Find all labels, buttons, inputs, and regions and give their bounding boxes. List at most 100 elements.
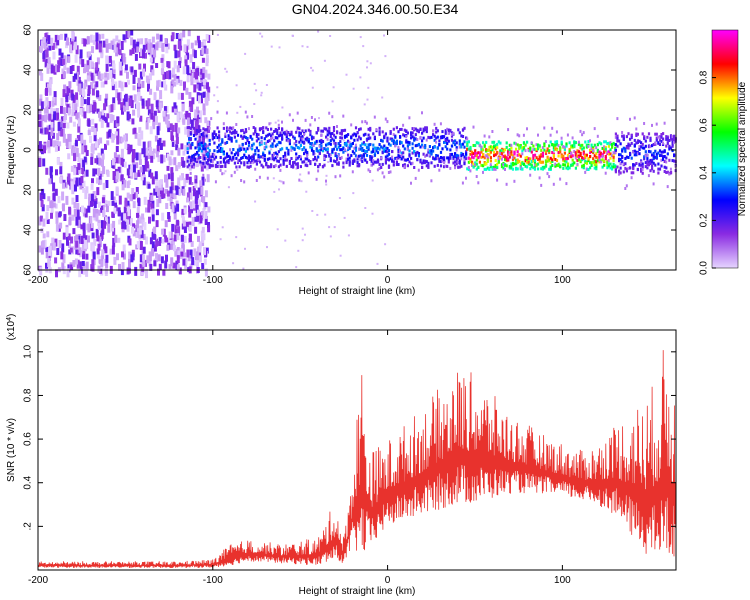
spectrogram-cell bbox=[178, 57, 182, 64]
spectrogram-cell bbox=[592, 157, 595, 161]
spectrogram-cell bbox=[362, 157, 365, 161]
spectrogram-cell bbox=[510, 152, 513, 156]
spectrogram-cell bbox=[61, 243, 65, 253]
spectrogram-cell bbox=[211, 164, 214, 168]
spectrogram-cell bbox=[655, 152, 658, 156]
spectrogram-cell bbox=[59, 176, 63, 183]
spectrogram-cell bbox=[120, 174, 124, 181]
spectrogram-cell bbox=[489, 156, 492, 160]
spectrogram-cell bbox=[658, 149, 662, 153]
spectrogram-cell bbox=[218, 149, 221, 153]
spectrogram-cell bbox=[389, 130, 392, 134]
spectrogram-cell bbox=[328, 226, 331, 229]
spectrogram-cell bbox=[444, 164, 447, 168]
spectrogram-cell bbox=[252, 126, 255, 129]
spectrogram-cell bbox=[225, 155, 229, 159]
spectrogram-cell bbox=[521, 167, 524, 171]
spectrogram-cell bbox=[469, 160, 472, 163]
spectrogram-cell bbox=[494, 159, 497, 162]
spectrogram-cell bbox=[230, 158, 233, 162]
spectrogram-cell bbox=[86, 36, 90, 45]
spectrogram-cell bbox=[191, 162, 195, 168]
spectrogram-cell bbox=[90, 72, 94, 81]
spectrogram-cell bbox=[224, 141, 227, 145]
snr-scale-close: ) bbox=[6, 314, 17, 317]
spectrogram-cell bbox=[671, 159, 674, 163]
spectrogram-cell bbox=[90, 82, 94, 89]
spectrogram-cell bbox=[122, 53, 126, 63]
spectrogram-cell bbox=[417, 152, 420, 155]
spectrogram-cell bbox=[164, 235, 168, 243]
spectrogram-cell bbox=[128, 164, 132, 171]
spectrogram-cell bbox=[621, 149, 624, 153]
spectrogram-cell bbox=[372, 132, 375, 136]
spectrogram-cell bbox=[224, 161, 227, 165]
spectrogram-cell bbox=[526, 160, 529, 164]
spectrogram-cell bbox=[229, 130, 232, 134]
y-tick-label: 20 bbox=[23, 184, 34, 196]
spectrogram-cell bbox=[350, 144, 353, 148]
spectrogram-cell bbox=[494, 165, 497, 169]
spectrogram-cell bbox=[242, 267, 245, 270]
spectrogram-cell bbox=[140, 130, 144, 140]
spectrogram-cell bbox=[635, 134, 638, 137]
spectrogram-cell bbox=[182, 118, 186, 124]
spectrogram-cell bbox=[543, 148, 546, 152]
spectrogram-cell bbox=[305, 161, 308, 164]
spectrogram-cell bbox=[196, 151, 199, 155]
spectrogram-cell bbox=[513, 141, 516, 145]
spectrogram-cell bbox=[469, 157, 472, 161]
spectrogram-cell bbox=[633, 163, 636, 167]
spectrogram-cell bbox=[657, 171, 660, 175]
spectrogram-cell bbox=[98, 111, 101, 118]
spectrogram-cell bbox=[455, 162, 458, 166]
spectrogram-cell bbox=[155, 181, 159, 189]
spectrogram-cell bbox=[123, 206, 127, 216]
spectrogram-cell bbox=[348, 144, 351, 148]
spectrogram-cell bbox=[243, 153, 246, 157]
spectrogram-cell bbox=[270, 45, 273, 48]
spectrogram-cell bbox=[121, 220, 125, 229]
spectrogram-cell bbox=[505, 182, 508, 186]
spectrogram-cell bbox=[600, 142, 603, 146]
spectrogram-cell bbox=[394, 141, 397, 145]
spectrogram-cell bbox=[83, 83, 87, 90]
spectrogram-cell bbox=[45, 48, 49, 58]
spectrogram-cell bbox=[633, 143, 636, 147]
spectrogram-cell bbox=[669, 146, 673, 150]
spectrogram-cell bbox=[372, 159, 375, 163]
spectrogram-cell bbox=[200, 161, 203, 165]
spectrogram-cell bbox=[649, 136, 652, 140]
spectrogram-cell bbox=[310, 116, 313, 119]
spectrogram-cell bbox=[265, 126, 268, 130]
spectrogram-cell bbox=[502, 166, 505, 170]
spectrogram-cell bbox=[92, 168, 96, 177]
spectrogram-cell bbox=[293, 148, 296, 151]
spectrogram-cell bbox=[447, 128, 450, 132]
spectrogram-cell bbox=[579, 154, 582, 157]
spectrogram-cell bbox=[268, 139, 271, 143]
spectrogram-cell bbox=[301, 239, 304, 242]
spectrogram-cell bbox=[478, 154, 481, 158]
spectrogram-cell bbox=[257, 133, 260, 137]
spectrogram-cell bbox=[477, 165, 480, 169]
spectrogram-cell bbox=[334, 152, 337, 156]
spectrogram-cell bbox=[652, 143, 655, 146]
spectrogram-cell bbox=[196, 215, 200, 222]
spectrogram-cell bbox=[184, 262, 188, 269]
spectrogram-cell bbox=[76, 209, 80, 218]
spectrogram-cell bbox=[229, 157, 232, 161]
spectrogram-cell bbox=[255, 179, 258, 182]
spectrogram-cell bbox=[213, 131, 216, 135]
spectrogram-cell bbox=[271, 136, 274, 140]
spectrogram-cell bbox=[367, 127, 370, 131]
spectrogram-cell bbox=[295, 152, 298, 156]
spectrogram-cell bbox=[232, 155, 235, 159]
spectrogram-cell bbox=[589, 148, 592, 152]
spectrogram-cell bbox=[472, 152, 475, 156]
spectrogram-cell bbox=[609, 152, 612, 156]
spectrogram-cell bbox=[50, 121, 54, 128]
spectrogram-cell bbox=[191, 155, 194, 159]
spectrogram-cell bbox=[568, 149, 571, 153]
spectrogram-cell bbox=[595, 160, 598, 164]
